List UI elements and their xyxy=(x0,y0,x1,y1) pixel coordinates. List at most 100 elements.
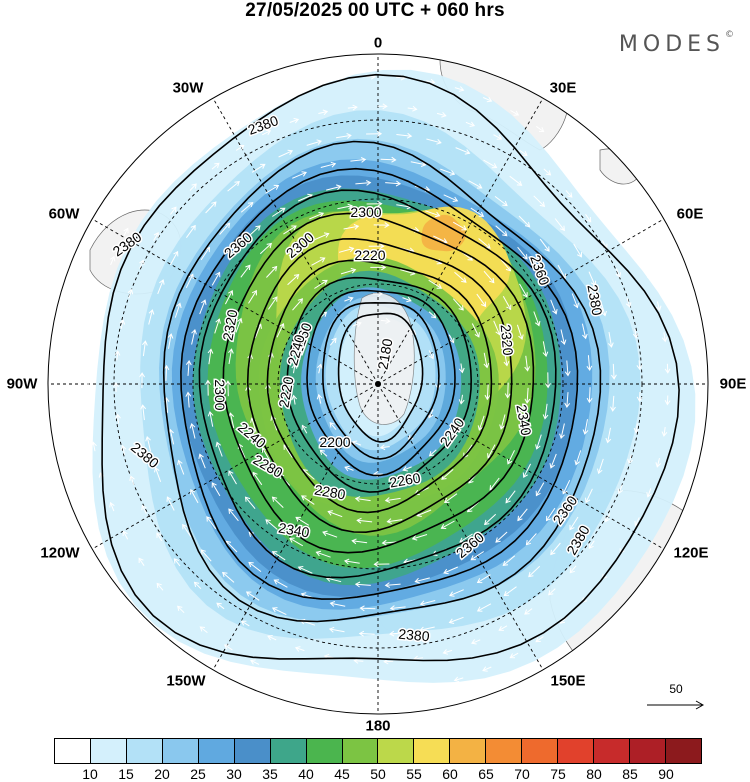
wind-arrow xyxy=(535,482,545,497)
longitude-label-90w: 90W xyxy=(6,375,38,393)
wind-arrow xyxy=(453,676,464,683)
wind-arrow xyxy=(636,391,643,402)
colorbar-swatch xyxy=(486,739,523,763)
wind-arrow xyxy=(470,207,485,217)
wind-arrow xyxy=(610,395,616,412)
wind-arrow xyxy=(326,184,342,191)
wind-arrow xyxy=(524,355,531,372)
colorbar-swatch xyxy=(270,739,307,763)
shade-65 xyxy=(421,214,466,252)
wind-arrow xyxy=(664,363,671,374)
wind-arrow xyxy=(608,332,614,348)
wind-arrow xyxy=(167,333,174,349)
wind-arrow xyxy=(219,222,231,235)
colorbar-label: 90 xyxy=(658,766,674,782)
wind-arrow xyxy=(240,620,250,627)
wind-arrow xyxy=(507,450,515,465)
wind-arrow xyxy=(448,616,464,624)
wind-arrow xyxy=(615,268,622,278)
colorbar-swatch xyxy=(55,739,91,763)
wind-arrow xyxy=(410,161,427,167)
wind-arrow xyxy=(141,504,147,514)
meridian-line xyxy=(212,97,379,385)
wind-arrow xyxy=(564,392,571,409)
wind-arrow xyxy=(185,391,192,408)
wind-arrow xyxy=(205,201,217,214)
wind-arrow xyxy=(211,482,221,497)
wind-arrow xyxy=(211,271,221,286)
wind-arrow xyxy=(394,687,405,694)
wind-arrow xyxy=(502,555,516,566)
wind-arrow xyxy=(138,201,145,210)
wind-arrow xyxy=(163,364,170,381)
wind-arrow xyxy=(271,496,284,508)
wind-arrow xyxy=(542,403,549,420)
wind-arrow xyxy=(440,520,455,529)
wind-arrow xyxy=(114,350,121,361)
wind-arrow xyxy=(248,289,257,304)
wind-arrow xyxy=(384,497,401,503)
wind-arrow xyxy=(565,190,573,198)
wind-arrow xyxy=(502,295,512,311)
contour-2380 xyxy=(101,73,680,662)
wind-arrow xyxy=(396,132,413,139)
wind-arrow xyxy=(142,340,148,357)
wind-arrow xyxy=(211,162,220,170)
wind-arrow xyxy=(476,574,491,584)
wind-arrow xyxy=(493,134,503,140)
wind-arrow xyxy=(200,134,209,142)
wind-arrow xyxy=(225,380,231,397)
wind-arrow xyxy=(533,311,541,327)
wind-arrow xyxy=(122,530,129,540)
wind-arrow xyxy=(482,666,492,672)
colorbar-swatch xyxy=(630,739,666,763)
wind-arrow xyxy=(307,81,317,88)
wind-arrow xyxy=(344,296,354,302)
wind-arrow xyxy=(548,588,556,596)
wind-arrow xyxy=(484,384,491,401)
wind-arrow xyxy=(364,688,375,695)
wind-arrow xyxy=(329,421,337,430)
wind-arrow xyxy=(305,680,316,686)
wind-arrow xyxy=(550,542,561,556)
wind-arrow xyxy=(524,387,531,404)
wind-arrow xyxy=(386,518,403,525)
wind-arrow xyxy=(156,532,163,542)
height-contours xyxy=(101,73,680,662)
wind-arrow xyxy=(153,231,159,241)
wind-arrow xyxy=(343,224,360,230)
wind-arrow xyxy=(355,180,372,186)
wind-arrow xyxy=(518,215,531,228)
wind-arrow xyxy=(442,649,453,655)
wind-arrow xyxy=(335,685,346,692)
wind-arrow xyxy=(148,309,155,325)
wind-arrow xyxy=(509,652,519,659)
svg-text:2320: 2320 xyxy=(498,324,517,357)
svg-text:2200: 2200 xyxy=(319,434,350,450)
longitude-label-30e: 30E xyxy=(549,79,577,97)
wind-arrow xyxy=(120,444,127,455)
longitude-label-60w: 60W xyxy=(48,205,80,223)
contour-2220 xyxy=(306,289,456,477)
wind-arrow xyxy=(379,444,390,451)
wind-arrow xyxy=(499,414,506,430)
wind-arrow xyxy=(309,212,325,220)
wind-arrow xyxy=(542,341,549,358)
wind-arrow xyxy=(661,332,668,343)
wind-arrow xyxy=(483,159,498,169)
wind-arrow xyxy=(381,539,398,546)
wind-arrow xyxy=(292,298,304,311)
wind-arrow xyxy=(297,566,313,574)
map-title: 27/05/2025 00 UTC + 060 hrs xyxy=(245,0,505,21)
colorbar-label: 60 xyxy=(442,766,458,782)
wind-arrow xyxy=(625,298,632,308)
contour-2240 xyxy=(286,276,473,493)
colorbar-swatch xyxy=(90,739,127,763)
wind-arrow xyxy=(494,196,508,207)
wind-arrow xyxy=(536,125,545,133)
wind-arrow xyxy=(519,149,528,156)
wind-arrow xyxy=(495,531,508,543)
wind-arrow xyxy=(301,495,315,505)
wind-arrow xyxy=(216,602,225,610)
wind-arrow xyxy=(259,242,272,255)
